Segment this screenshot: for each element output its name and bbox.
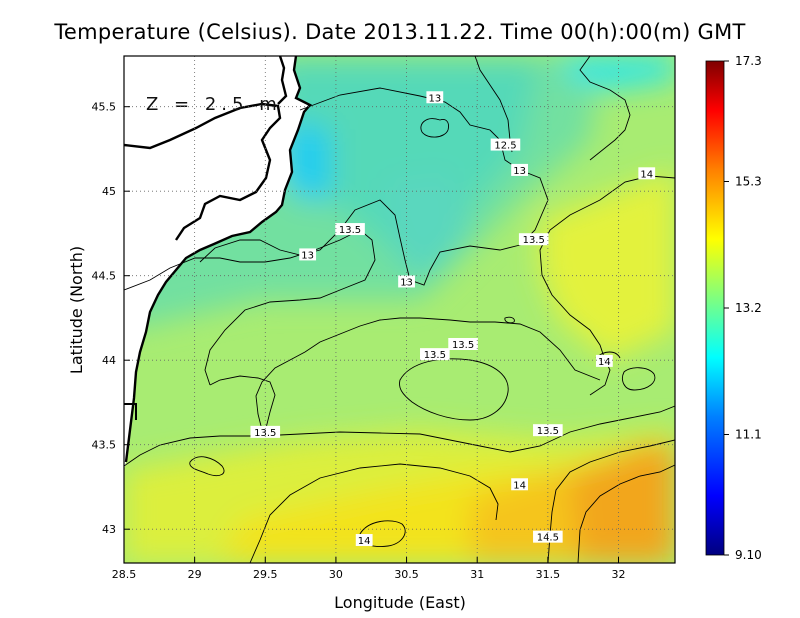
x-tick-label: 29.5 xyxy=(253,568,278,581)
contour-label-bg xyxy=(638,167,656,180)
contour-label-bg xyxy=(299,248,317,261)
contour-label: 13.5 xyxy=(452,340,474,351)
y-tick-label: 45 xyxy=(102,185,116,198)
coastline xyxy=(124,56,312,463)
x-tick-label: 30 xyxy=(329,568,343,581)
colorbar-tick-label: 9.10 xyxy=(735,548,762,562)
contour-label: 13.5 xyxy=(523,235,545,246)
colorbar-tick-label: 15.3 xyxy=(735,174,762,188)
colorbar-tick-label: 13.2 xyxy=(735,301,762,315)
map-title: Temperature (Celsius). Date 2013.11.22. … xyxy=(54,20,746,44)
y-tick-label: 44.5 xyxy=(92,270,117,283)
colorbar-labels: 17.3 15.3 13.2 11.1 9.10 xyxy=(724,54,762,562)
contour-label: 13.5 xyxy=(537,426,559,437)
temperature-field: 13 12.5 13 14 13.5 13.5 13 13 13.5 13.5 14 13.5 13.5… xyxy=(124,56,675,563)
land-area xyxy=(124,56,310,470)
x-tick-label: 29 xyxy=(188,568,202,581)
contour-label-bg xyxy=(398,275,415,288)
coast-inlet-2 xyxy=(124,403,137,420)
y-tick-label: 45.5 xyxy=(92,101,117,114)
colorbar-tick-label: 11.1 xyxy=(735,428,762,442)
y-tick-label: 43.5 xyxy=(92,439,117,452)
depth-label: Z = 2.5 m xyxy=(146,94,282,115)
contour-label-bg xyxy=(335,223,365,236)
x-tick-label: 32 xyxy=(611,568,625,581)
grid-lines xyxy=(124,56,675,563)
contour-label-bg xyxy=(420,348,450,361)
y-axis-label: Latitude (North) xyxy=(67,246,86,374)
coast-inlet xyxy=(277,56,288,105)
contour-label-bg xyxy=(533,424,563,437)
contour-label: 13.5 xyxy=(339,225,361,236)
x-tick-label: 31 xyxy=(470,568,484,581)
y-tick-label: 43 xyxy=(102,523,116,536)
contour-label: 13.5 xyxy=(254,428,276,439)
colorbar-tick-label: 17.3 xyxy=(735,54,762,68)
x-axis-label: Longitude (East) xyxy=(334,593,466,612)
y-tick-label: 44 xyxy=(102,354,116,367)
plot-frame xyxy=(123,55,676,564)
contour-label-bg xyxy=(518,233,549,246)
contour-label-bg xyxy=(595,354,613,367)
lake-coast-1 xyxy=(124,102,282,241)
contour-label: 14 xyxy=(640,169,653,180)
contour-label: 13.5 xyxy=(424,350,446,361)
contour-label-bg xyxy=(511,163,528,176)
contour-label: 14 xyxy=(598,357,611,368)
contour-label-bg xyxy=(511,478,528,491)
contour-label: 13 xyxy=(301,250,314,261)
contour-label: 14.5 xyxy=(537,533,559,544)
contour-label-bg xyxy=(355,534,373,547)
x-tick-label: 28.5 xyxy=(112,568,137,581)
x-tick-label: 30.5 xyxy=(394,568,419,581)
y-axis: 43 43.5 44 44.5 45 45.5 xyxy=(92,101,130,536)
contour-label: 13 xyxy=(513,166,526,177)
contour-label-bg xyxy=(426,91,444,104)
contour-label-bg xyxy=(448,337,478,350)
x-axis: 28.5 29 29.5 30 30.5 31 31.5 32 xyxy=(112,557,625,581)
contour-label: 12.5 xyxy=(494,141,516,152)
contour-label: 14 xyxy=(358,536,371,547)
x-tick-label: 31.5 xyxy=(536,568,561,581)
contour-label: 13 xyxy=(428,93,441,104)
contour-labels: 13 12.5 13 14 13.5 13.5 13 13 13.5 13.5 14 13.5 13.5… xyxy=(250,91,656,547)
colorbar xyxy=(705,60,725,556)
contour-label-bg xyxy=(250,425,281,438)
contour-label-bg xyxy=(490,138,521,151)
contour-label: 13 xyxy=(400,277,413,288)
contour-label: 14 xyxy=(513,480,526,491)
